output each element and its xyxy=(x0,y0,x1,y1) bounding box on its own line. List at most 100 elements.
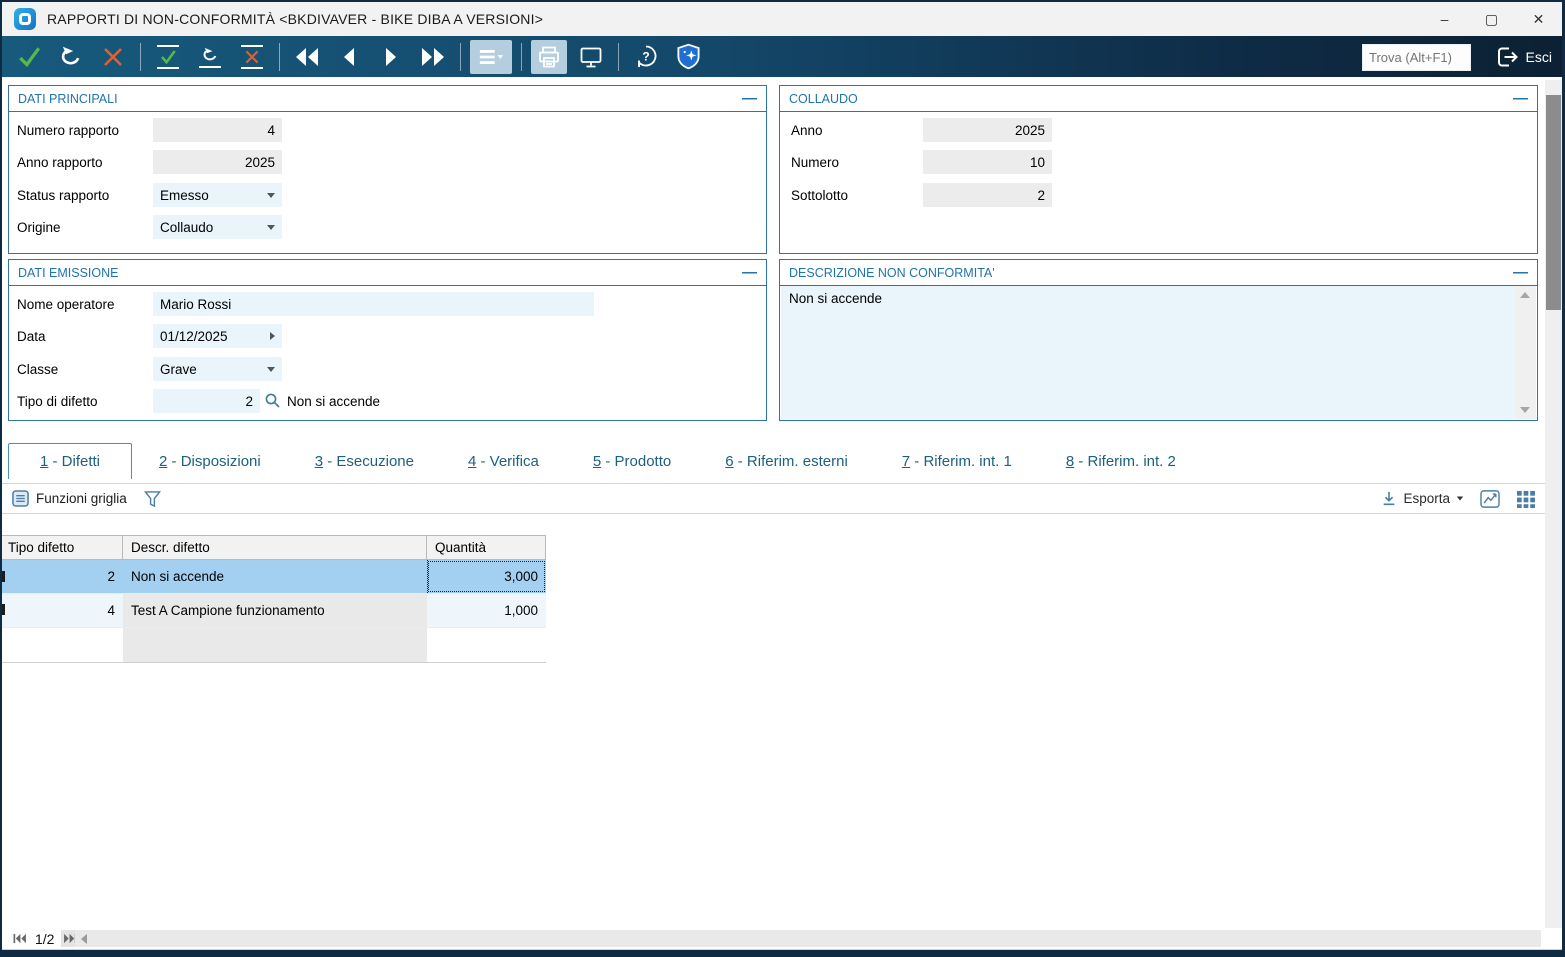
preview-button[interactable] xyxy=(573,40,609,74)
first-record-button[interactable] xyxy=(289,40,325,74)
collapse-icon[interactable]: — xyxy=(1513,263,1528,281)
horizontal-scrollbar[interactable] xyxy=(75,930,1541,947)
close-button[interactable]: ✕ xyxy=(1532,10,1545,27)
sottolotto-field[interactable]: 2 xyxy=(923,183,1052,207)
export-button[interactable]: Esporta xyxy=(1381,490,1464,507)
panel-header: DESCRIZIONE NON CONFORMITA' — xyxy=(780,260,1537,286)
undo-row-button[interactable] xyxy=(192,40,228,74)
confirm-row-button[interactable] xyxy=(150,40,186,74)
window-border xyxy=(0,950,1565,957)
assistant-button[interactable] xyxy=(670,40,706,74)
lookup-icon[interactable] xyxy=(264,392,281,414)
panel-descrizione: DESCRIZIONE NON CONFORMITA' — Non si acc… xyxy=(779,259,1538,421)
first-page-button[interactable] xyxy=(10,930,28,947)
numero-rapporto-field[interactable]: 4 xyxy=(153,118,282,142)
descrizione-textarea[interactable]: Non si accende xyxy=(781,286,1515,419)
tab-esecuzione[interactable]: 3 - Esecuzione xyxy=(314,452,414,470)
filter-button[interactable] xyxy=(143,490,161,508)
collaudo-anno-field[interactable]: 2025 xyxy=(923,118,1052,142)
help-icon: ? xyxy=(638,45,657,67)
confirm-button[interactable] xyxy=(11,40,47,74)
help-button[interactable]: ? xyxy=(628,40,664,74)
cancel-button[interactable] xyxy=(95,40,131,74)
field-label: Sottolotto xyxy=(791,188,849,203)
tab-riferim-int-1[interactable]: 7 - Riferim. int. 1 xyxy=(901,452,1012,470)
nome-operatore-field[interactable]: Mario Rossi xyxy=(153,292,594,316)
column-header-quantita[interactable]: Quantità xyxy=(427,536,546,559)
classe-select[interactable]: Grave xyxy=(153,357,282,381)
window-border xyxy=(0,0,2,957)
panel-dati-emissione: DATI EMISSIONE — Nome operatore Mario Ro… xyxy=(8,259,767,421)
next-record-button[interactable] xyxy=(373,40,409,74)
previous-record-button[interactable] xyxy=(331,40,367,74)
print-button[interactable] xyxy=(531,39,567,74)
tipo-difetto-field[interactable]: 2 xyxy=(153,389,260,413)
collapse-icon[interactable]: — xyxy=(742,263,757,281)
scroll-down-icon[interactable] xyxy=(1520,407,1530,413)
tab-disposizioni[interactable]: 2 - Disposizioni xyxy=(159,452,261,470)
collapse-icon[interactable]: — xyxy=(742,89,757,107)
x-underline-icon xyxy=(241,44,263,69)
forward-icon xyxy=(386,47,396,66)
layout-view-button[interactable] xyxy=(1516,490,1535,508)
panel-title: DESCRIZIONE NON CONFORMITA' xyxy=(789,265,995,280)
delete-row-button[interactable] xyxy=(234,40,270,74)
scroll-left-icon[interactable] xyxy=(81,934,87,944)
download-icon xyxy=(1384,491,1395,506)
undo-icon xyxy=(61,46,80,64)
table-row[interactable]: 2 Non si accende 3,000 xyxy=(0,560,546,594)
menu-button[interactable] xyxy=(470,39,512,74)
status-rapporto-select[interactable]: Emesso xyxy=(153,183,282,207)
exit-button[interactable]: Esci xyxy=(1495,43,1552,71)
toolbar-separator xyxy=(521,42,522,71)
toolbar-separator xyxy=(460,42,461,71)
filter-icon xyxy=(143,490,161,507)
focused-cell[interactable]: 3,000 xyxy=(427,560,546,593)
tab-riferim-esterni[interactable]: 6 - Riferim. esterni xyxy=(725,452,848,470)
panel-dati-principali: DATI PRINCIPALI — Numero rapporto 4 Anno… xyxy=(8,85,767,254)
anno-rapporto-field[interactable]: 2025 xyxy=(153,150,282,174)
origine-select[interactable]: Collaudo xyxy=(153,215,282,239)
table-row[interactable]: 4 Test A Campione funzionamento 1,000 xyxy=(0,594,546,628)
column-header-tipo[interactable]: Tipo difetto xyxy=(0,536,123,559)
textarea-scrollbar[interactable] xyxy=(1515,286,1536,419)
exit-icon xyxy=(1497,47,1518,67)
vertical-scrollbar[interactable] xyxy=(1545,80,1562,928)
tab-difetti[interactable]: 1 - Difetti xyxy=(8,443,133,479)
chart-icon xyxy=(1480,489,1500,508)
chevron-right-icon xyxy=(270,332,275,340)
undo-button[interactable] xyxy=(53,40,89,74)
field-label: Classe xyxy=(17,362,59,377)
maximize-button[interactable]: ▢ xyxy=(1484,10,1499,27)
scrollbar-thumb[interactable] xyxy=(1546,95,1561,310)
tipo-difetto-description: Non si accende xyxy=(287,394,381,409)
data-field[interactable]: 01/12/2025 xyxy=(153,324,282,348)
fast-backward-icon xyxy=(296,47,318,66)
scroll-up-icon[interactable] xyxy=(1520,292,1530,298)
page-indicator: 1/2 xyxy=(35,930,55,947)
tab-verifica[interactable]: 4 - Verifica xyxy=(467,452,539,470)
tab-strip: 1 - Difetti 2 - Disposizioni 3 - Esecuzi… xyxy=(8,443,1203,479)
tab-riferim-int-2[interactable]: 8 - Riferim. int. 2 xyxy=(1065,452,1176,470)
toolbar-separator xyxy=(618,42,619,71)
hamburger-menu-icon xyxy=(479,49,504,64)
chart-view-button[interactable] xyxy=(1480,489,1500,508)
field-label: Nome operatore xyxy=(17,297,115,312)
collapse-icon[interactable]: — xyxy=(1513,89,1528,107)
column-header-descr[interactable]: Descr. difetto xyxy=(123,536,427,559)
field-label: Origine xyxy=(17,220,61,235)
minimize-button[interactable]: – xyxy=(1440,11,1449,27)
collaudo-numero-field[interactable]: 10 xyxy=(923,150,1052,174)
export-label: Esporta xyxy=(1403,491,1450,506)
chevron-down-icon xyxy=(267,192,275,198)
grid-functions-button[interactable]: Funzioni griglia xyxy=(12,490,127,507)
last-record-button[interactable] xyxy=(415,40,451,74)
panel-collaudo: COLLAUDO — Anno 2025 Numero 10 Sottolott… xyxy=(779,85,1538,254)
apps-grid-icon xyxy=(1516,490,1535,508)
table-row-empty[interactable] xyxy=(0,628,546,663)
search-input[interactable] xyxy=(1362,44,1471,71)
tab-prodotto[interactable]: 5 - Prodotto xyxy=(592,452,672,470)
panel-header: DATI EMISSIONE — xyxy=(9,260,766,286)
toolbar-separator xyxy=(140,42,141,71)
grid-functions-label: Funzioni griglia xyxy=(36,491,127,506)
